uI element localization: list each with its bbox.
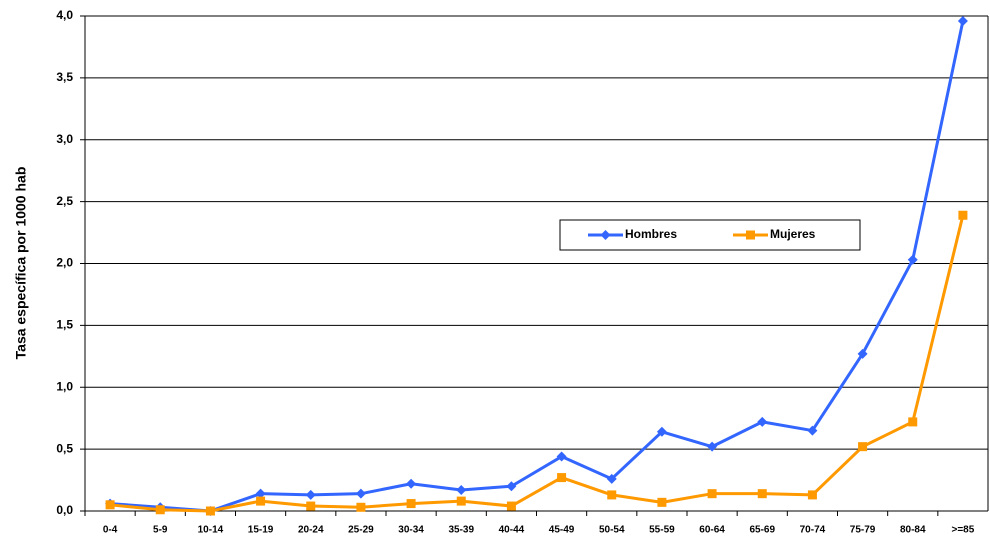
marker bbox=[456, 484, 467, 495]
marker bbox=[305, 489, 316, 500]
marker bbox=[657, 497, 667, 507]
series-line bbox=[109, 20, 965, 513]
marker bbox=[406, 499, 416, 509]
marker bbox=[456, 496, 466, 506]
marker bbox=[907, 254, 918, 265]
x-tick-label: 30-34 bbox=[398, 525, 424, 536]
x-tick-label: 15-19 bbox=[248, 525, 274, 536]
y-tick-label: 1,0 bbox=[56, 379, 73, 393]
marker bbox=[746, 230, 755, 240]
x-tick-label: 65-69 bbox=[749, 525, 775, 536]
marker bbox=[957, 15, 968, 26]
marker bbox=[406, 478, 417, 489]
marker bbox=[707, 489, 717, 499]
marker bbox=[807, 490, 817, 500]
marker bbox=[757, 489, 767, 499]
marker bbox=[556, 451, 567, 462]
x-tick-label: 80-84 bbox=[900, 525, 926, 536]
x-tick-label: 70-74 bbox=[800, 525, 826, 536]
y-tick-label: 4,0 bbox=[56, 8, 73, 22]
marker bbox=[356, 502, 366, 512]
legend: Hombres Mujeres bbox=[559, 219, 861, 251]
y-tick-label: 2,5 bbox=[56, 194, 73, 208]
marker bbox=[600, 230, 611, 240]
x-tick-label: 35-39 bbox=[448, 525, 474, 536]
marker bbox=[256, 496, 266, 506]
marker bbox=[155, 505, 165, 515]
x-tick-label: 75-79 bbox=[850, 525, 876, 536]
x-tick-label: 55-59 bbox=[649, 525, 675, 536]
marker bbox=[857, 348, 868, 359]
y-tick-label: 2,0 bbox=[56, 256, 73, 270]
legend-label: Hombres bbox=[625, 227, 677, 241]
x-tick-label: 40-44 bbox=[499, 525, 525, 536]
x-tick-label: 5-9 bbox=[153, 525, 168, 536]
x-tick-label: 60-64 bbox=[699, 525, 725, 536]
y-axis-label: Tasa específica por 1000 hab bbox=[13, 167, 29, 360]
marker bbox=[306, 501, 316, 511]
marker bbox=[707, 441, 718, 452]
marker bbox=[255, 488, 266, 499]
marker bbox=[656, 426, 667, 437]
x-tick-label: 45-49 bbox=[549, 525, 575, 536]
y-tick-label: 3,5 bbox=[56, 70, 73, 84]
marker bbox=[105, 500, 115, 510]
marker bbox=[807, 425, 818, 436]
legend-label: Mujeres bbox=[770, 227, 816, 241]
marker bbox=[858, 442, 868, 452]
y-tick-label: 3,0 bbox=[56, 132, 73, 146]
x-tick-label: >=85 bbox=[952, 525, 975, 536]
marker bbox=[757, 416, 768, 427]
marker bbox=[355, 488, 366, 499]
x-tick-label: 20-24 bbox=[298, 525, 324, 536]
marker bbox=[506, 501, 516, 511]
x-tick-label: 50-54 bbox=[599, 525, 625, 536]
y-tick-label: 0,5 bbox=[56, 441, 73, 455]
x-tick-label: 25-29 bbox=[348, 525, 374, 536]
marker bbox=[205, 506, 215, 516]
y-tick-label: 1,5 bbox=[56, 318, 73, 332]
x-tick-label: 10-14 bbox=[198, 525, 224, 536]
marker bbox=[908, 417, 918, 427]
marker bbox=[607, 490, 617, 500]
marker bbox=[506, 481, 517, 492]
marker bbox=[606, 473, 617, 484]
x-tick-label: 0-4 bbox=[103, 525, 118, 536]
series-line bbox=[109, 214, 965, 513]
y-tick-label: 0,0 bbox=[56, 503, 73, 517]
marker bbox=[557, 473, 567, 483]
marker bbox=[958, 210, 968, 220]
